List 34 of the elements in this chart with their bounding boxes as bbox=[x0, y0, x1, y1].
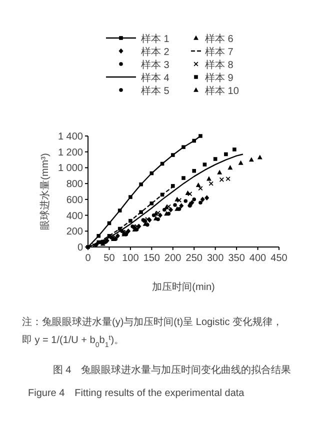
y-axis-title: 眼球进水量(mm³) bbox=[39, 153, 51, 230]
x-axis-title: 加压时间(min) bbox=[152, 281, 215, 293]
x-tick-label: 400 bbox=[249, 253, 267, 264]
y-tick-label: 600 bbox=[66, 194, 84, 206]
legend-label: 样本 4 bbox=[141, 72, 170, 84]
x-tick-label: 250 bbox=[186, 253, 203, 264]
x-tick-label: 100 bbox=[122, 253, 140, 264]
y-tick-label: 1 200 bbox=[58, 147, 84, 158]
x-tick-label: 0 bbox=[85, 253, 92, 264]
y-tick-label: 400 bbox=[66, 210, 84, 222]
x-tick-label: 350 bbox=[228, 253, 246, 264]
legend-label: 样本 10 bbox=[205, 85, 240, 97]
legend-label: 样本 3 bbox=[141, 59, 170, 71]
y-tick-label: 200 bbox=[66, 226, 84, 238]
x-tick-label: 200 bbox=[164, 253, 182, 264]
text: 图 4 兔眼眼球进水量与加压时间变化曲线的拟合结果 bbox=[52, 364, 292, 376]
legend-label: 样本 2 bbox=[141, 46, 170, 58]
legend-label: 样本 8 bbox=[205, 59, 234, 71]
legend-label: 样本 1 bbox=[141, 33, 170, 45]
legend-label: 样本 9 bbox=[205, 72, 234, 84]
y-tick-label: 1 000 bbox=[58, 163, 84, 174]
legend-label: 样本 6 bbox=[205, 33, 234, 45]
y-tick-label: 0 bbox=[77, 242, 84, 254]
y-tick-label: 800 bbox=[66, 179, 84, 190]
legend-label: 样本 5 bbox=[141, 85, 170, 97]
x-tick-label: 300 bbox=[206, 253, 224, 264]
legend-label: 样本 7 bbox=[205, 46, 234, 58]
y-tick-label: 1 400 bbox=[58, 132, 84, 142]
x-tick-label: 450 bbox=[270, 253, 288, 264]
text: 注：兔眼眼球进水量(y)与加压时间(t)呈 Logistic 变化规律， bbox=[22, 316, 283, 328]
text: 即 y = 1/(1/U + b$_{0}$b$_{1}$$^{t}$)。 bbox=[22, 334, 124, 348]
text: Figure 4 Fitting results of the experimental data bbox=[28, 388, 245, 399]
x-tick-label: 50 bbox=[104, 253, 116, 264]
x-tick-label: 150 bbox=[143, 253, 160, 264]
